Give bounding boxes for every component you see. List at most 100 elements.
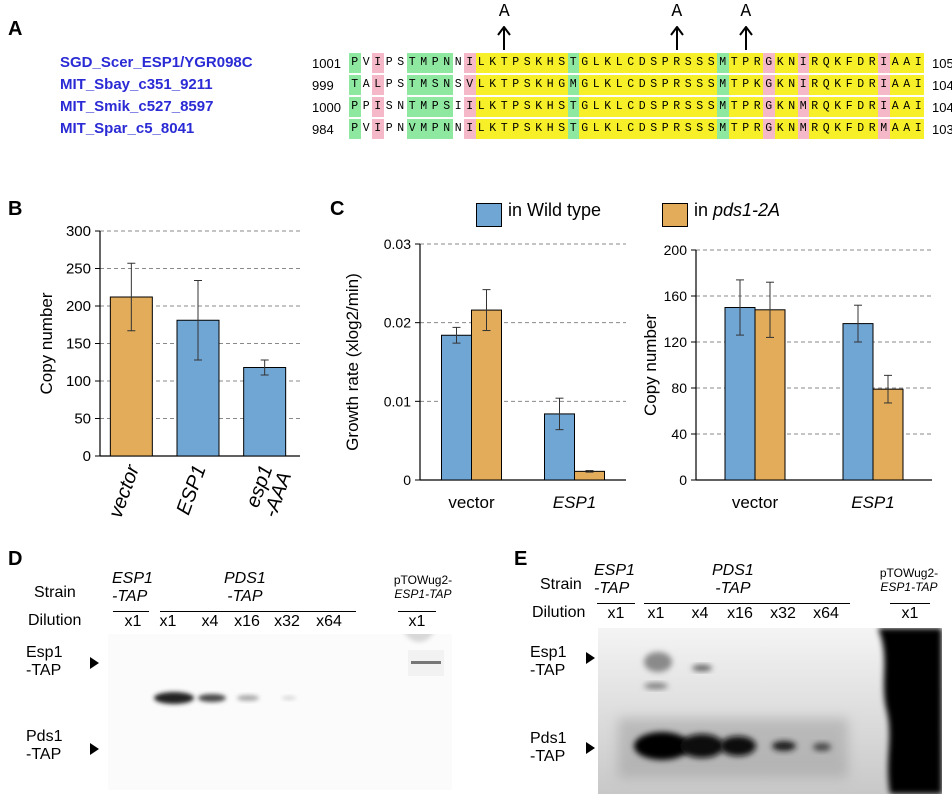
alignment-residue: R [809, 119, 821, 139]
blot-e-line-pds1 [644, 603, 850, 604]
alignment-residue: N [786, 75, 798, 95]
x-tick-label: ESP1 [173, 462, 211, 518]
blot-d-line-plasmid [398, 611, 436, 612]
mutation-letter: A [671, 2, 683, 22]
alignment-residue: I [912, 53, 924, 73]
y-tick-label: 40 [671, 426, 687, 442]
alignment-start-pos: 999 [312, 78, 334, 93]
alignment-residue: S [648, 97, 660, 117]
blot-d-image [108, 634, 452, 790]
alignment-residue: S [705, 53, 717, 73]
alignment-start-pos: 984 [312, 122, 334, 137]
alignment-residue: C [625, 75, 637, 95]
alignment-residue: S [705, 75, 717, 95]
blot-e-line-esp1 [597, 603, 635, 604]
blot-d-band-label-esp1: Esp1 -TAP [26, 644, 63, 679]
alignment-start-pos: 1001 [312, 56, 341, 71]
blot-e-band-pds1-x32 [772, 741, 796, 751]
y-tick-label: 0.01 [384, 393, 411, 409]
alignment-residue: L [613, 75, 625, 95]
alignment-residue: I [372, 53, 384, 73]
x-tick-label-group: esp1-AAA [242, 462, 296, 520]
alignment-residue: P [349, 97, 361, 117]
mutation-arrow-icon [738, 26, 753, 50]
dilution-label: x1 [647, 605, 665, 622]
alignment-residue: R [751, 53, 763, 73]
mutation-arrow-icon [669, 26, 684, 50]
alignment-residue: M [797, 119, 809, 139]
alignment-residue: M [418, 97, 430, 117]
blot-e-band-label-esp1: Esp1 -TAP [530, 644, 567, 679]
alignment-residue: L [590, 97, 602, 117]
alignment-residue: L [475, 119, 487, 139]
alignment-residue: I [878, 75, 890, 95]
alignment-residue: S [397, 56, 405, 69]
alignment-residue: K [487, 119, 499, 139]
alignment-residue: S [705, 119, 717, 139]
y-tick-label: 0 [403, 472, 411, 488]
blot-e-band-upper-x4 [692, 665, 712, 671]
blot-e-band-mid-x1 [644, 683, 668, 689]
alignment-residue: I [878, 53, 890, 73]
alignment-seq-name: MIT_Smik_c527_8597 [60, 98, 214, 115]
alignment-residue: K [533, 97, 545, 117]
blot-e-band-label-pds1: Pds1 -TAP [530, 730, 567, 765]
alignment-residue: P [510, 97, 522, 117]
blot-e-band-pds1-x4 [680, 734, 724, 758]
alignment-residue: D [855, 75, 867, 95]
alignment-residue: L [475, 75, 487, 95]
alignment-residue: P [510, 75, 522, 95]
x-tick-label: vector [732, 493, 779, 512]
y-axis-label: Copy number [37, 292, 56, 394]
alignment-residue: L [613, 119, 625, 139]
alignment-residue: I [464, 97, 476, 117]
alignment-residue: R [671, 97, 683, 117]
alignment-residue: L [475, 53, 487, 73]
y-tick-label: 160 [664, 288, 688, 304]
alignment-residue: I [797, 53, 809, 73]
alignment-residue: P [429, 119, 441, 139]
alignment-residue: K [832, 53, 844, 73]
alignment-residue: I [454, 100, 462, 113]
blot-d-esp1-line [411, 661, 441, 664]
alignment-residue: S [682, 53, 694, 73]
legend-swatch-pds1-2a [662, 203, 688, 227]
alignment-residue: R [671, 75, 683, 95]
alignment-residue: R [866, 53, 878, 73]
alignment-residue: N [441, 75, 453, 95]
y-tick-label: 200 [664, 242, 688, 258]
alignment-end-pos: 1033 [932, 122, 952, 137]
alignment-residue: S [441, 97, 453, 117]
alignment-residue: S [556, 53, 568, 73]
alignment-residue: S [454, 78, 462, 91]
dilution-label: x64 [316, 613, 342, 630]
alignment-residue: K [602, 119, 614, 139]
alignment-residue: T [406, 75, 418, 95]
panel-label-b: B [8, 198, 23, 220]
panel-label-a: A [8, 18, 23, 40]
alignment-residue: K [774, 97, 786, 117]
bar-vector-series0 [724, 307, 756, 481]
alignment-residue: T [349, 75, 361, 95]
blot-e-image [598, 628, 942, 794]
alignment-residue: I [372, 97, 384, 117]
alignment-residue: S [556, 97, 568, 117]
alignment-residue: K [533, 75, 545, 95]
alignment-residue: I [912, 119, 924, 139]
alignment-residue: P [385, 78, 393, 91]
alignment-residue: A [889, 119, 901, 139]
alignment-residue: S [556, 119, 568, 139]
alignment-residue: G [579, 97, 591, 117]
bar-vector-series1 [754, 309, 786, 481]
alignment-residue: G [579, 75, 591, 95]
alignment-residue: P [659, 119, 671, 139]
blot-e-strain-pds1-tap: PDS1 -TAP [712, 562, 754, 597]
alignment-residue: D [636, 97, 648, 117]
alignment-residue: N [441, 53, 453, 73]
alignment-residue: I [878, 97, 890, 117]
alignment-residue: A [889, 53, 901, 73]
blot-d-band-label-pds1: Pds1 -TAP [26, 728, 63, 763]
alignment-residue: K [487, 75, 499, 95]
alignment-residue: F [843, 53, 855, 73]
